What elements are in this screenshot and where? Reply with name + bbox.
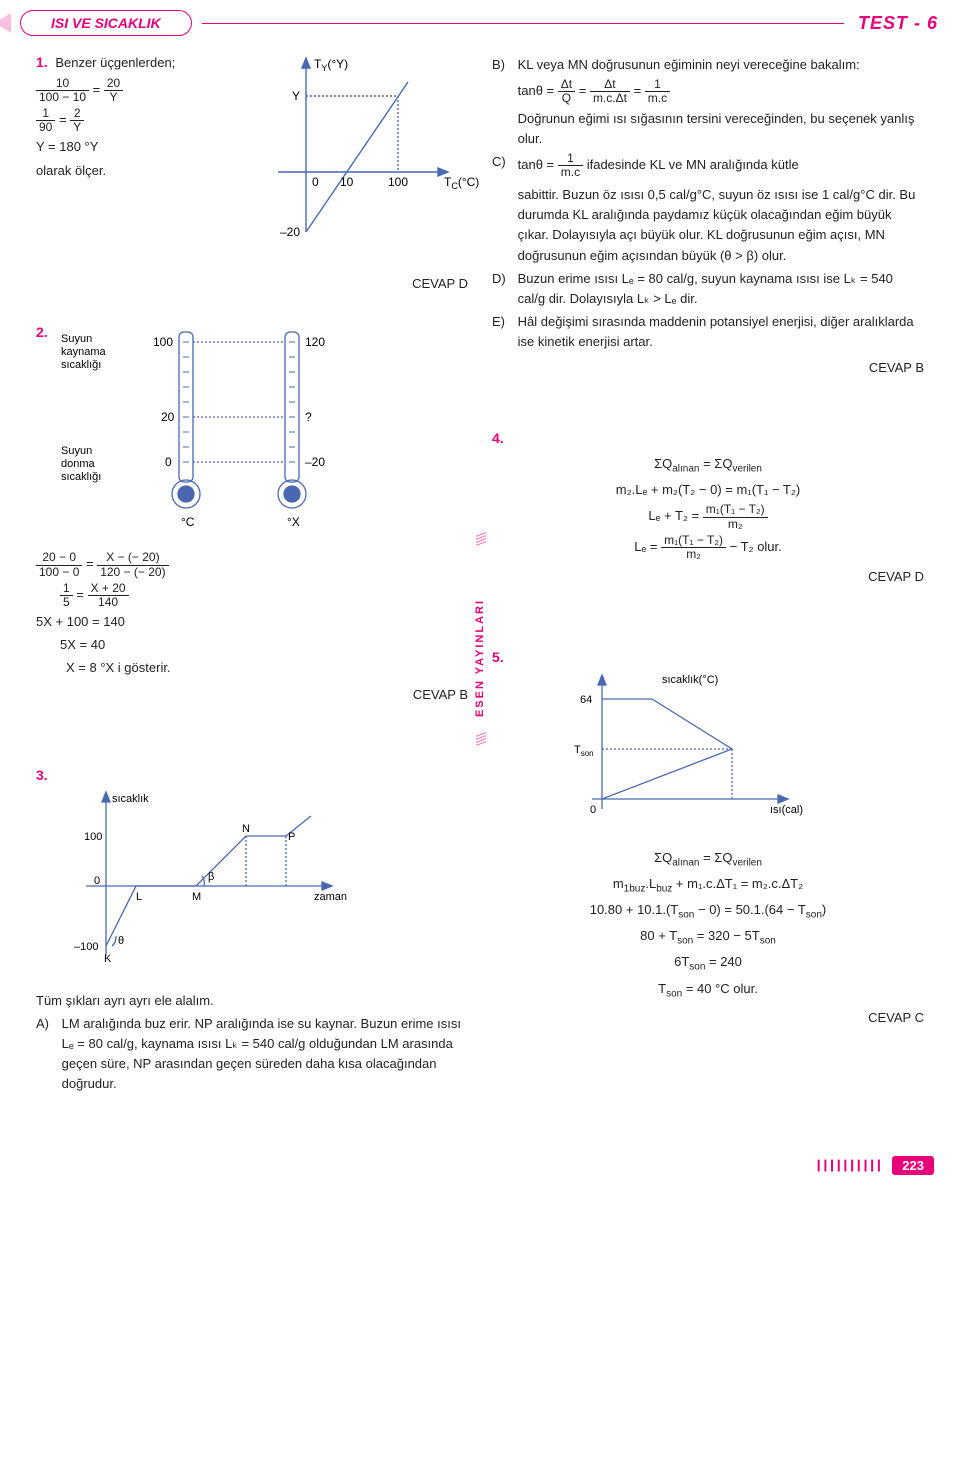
svg-text:TC(°C): TC(°C) xyxy=(444,175,479,191)
q2-answer: CEVAP B xyxy=(36,685,468,705)
svg-text:120: 120 xyxy=(305,335,325,349)
q3-optD: Buzun erime ısısı Lₑ = 80 cal/g, suyun k… xyxy=(518,269,924,309)
svg-text:P: P xyxy=(288,831,295,843)
svg-text:°X: °X xyxy=(287,515,300,529)
question-2: 2. xyxy=(36,322,468,704)
svg-text:K: K xyxy=(104,953,112,965)
q1-answer: CEVAP D xyxy=(36,274,468,294)
question-5: 5. sıcaklık(°C) ısı(cal) 64 Tso xyxy=(492,647,924,1028)
q5-l4: 80 + Tson = 320 − 5Tson xyxy=(492,926,924,949)
svg-text:0: 0 xyxy=(94,875,100,887)
q2-thermo-figure: 100 120 20 ? 0 –20 °C °X Suyunkaynamasıc… xyxy=(55,322,375,548)
q5-l2: m1buz.Lbuz + m₁.c.ΔT₁ = m₂.c.ΔT₂ xyxy=(492,874,924,897)
q4-l1: ΣQalınan = ΣQverilen xyxy=(492,454,924,477)
svg-text:100: 100 xyxy=(153,335,173,349)
svg-text:100: 100 xyxy=(388,175,408,189)
question-3: 3. sıcakl xyxy=(36,765,468,1095)
page-number: 223 xyxy=(892,1156,934,1175)
q3-number: 3. xyxy=(36,767,48,783)
q4-l3: Lₑ + T₂ = m₁(T₁ − T₂)m₂ xyxy=(492,503,924,530)
q3-optE: Hâl değişimi sırasında maddenin potansiy… xyxy=(518,312,924,352)
svg-text:0: 0 xyxy=(590,804,596,816)
q3-lead: Tüm şıkları ayrı ayrı ele alalım. xyxy=(36,991,468,1011)
svg-text:Suyundonmasıcaklığı: Suyundonmasıcaklığı xyxy=(61,445,101,483)
svg-text:β: β xyxy=(208,871,214,883)
svg-text:Tson: Tson xyxy=(574,744,594,758)
svg-text:sıcaklık(°C): sıcaklık(°C) xyxy=(662,674,718,686)
q1-tail: olarak ölçer. xyxy=(36,161,258,181)
footer-deco-icon: ▎▎▎▎▎▎▎▎▎▎ xyxy=(818,1161,885,1172)
page-footer: ▎▎▎▎▎▎▎▎▎▎ 223 xyxy=(0,1152,960,1191)
svg-text:100: 100 xyxy=(84,831,102,843)
svg-text:TY(°Y): TY(°Y) xyxy=(314,57,348,73)
q1-chart: TY(°Y) TC(°C) Y 0 10 100 –20 xyxy=(268,52,468,268)
q4-number: 4. xyxy=(492,430,504,446)
q4-answer: CEVAP D xyxy=(492,567,924,587)
svg-text:64: 64 xyxy=(580,694,592,706)
svg-text:Suyunkaynamasıcaklığı: Suyunkaynamasıcaklığı xyxy=(61,333,107,371)
svg-text:?: ? xyxy=(305,410,312,424)
q1-line3: Y = 180 °Y xyxy=(36,137,258,157)
q5-l5: 6Tson = 240 xyxy=(492,952,924,975)
svg-text:θ: θ xyxy=(118,935,124,947)
q2-number: 2. xyxy=(36,324,48,340)
svg-text:0: 0 xyxy=(165,455,172,469)
q3-optC: tanθ = 1m.c ifadesinde KL ve MN aralığın… xyxy=(518,152,924,266)
svg-text:20: 20 xyxy=(161,410,175,424)
svg-text:–100: –100 xyxy=(74,941,98,953)
svg-text:M: M xyxy=(192,891,201,903)
svg-text:ısı(cal): ısı(cal) xyxy=(770,804,803,816)
q5-answer: CEVAP C xyxy=(492,1008,924,1028)
svg-text:sıcaklık: sıcaklık xyxy=(112,793,149,805)
chapter-title: ISI VE SICAKLIK xyxy=(20,10,192,36)
q3-answer: CEVAP B xyxy=(492,358,924,378)
q1-lead: Benzer üçgenlerden; xyxy=(55,55,175,70)
q4-l2: m₂.Lₑ + m₂(T₂ − 0) = m₁(T₁ − T₂) xyxy=(492,480,924,500)
publisher-label: ESEN YAYINLARI xyxy=(474,599,486,717)
svg-text:°C: °C xyxy=(181,515,195,529)
q5-l3: 10.80 + 10.1.(Tson − 0) = 50.1.(64 − Tso… xyxy=(492,900,924,923)
q5-l1: ΣQalınan = ΣQverilen xyxy=(492,848,924,871)
q3-chart: sıcaklık zaman 100 0 –100 K L M N P β θ xyxy=(56,786,468,982)
test-label: TEST - 6 xyxy=(858,13,938,34)
svg-text:–20: –20 xyxy=(305,455,325,469)
question-3-continued: B) KL veya MN doğrusunun eğiminin neyi v… xyxy=(492,55,924,378)
svg-text:10: 10 xyxy=(340,175,354,189)
q5-chart: sıcaklık(°C) ısı(cal) 64 Tson 0 xyxy=(552,669,924,845)
svg-text:Y: Y xyxy=(292,89,300,103)
page-header: ISI VE SICAKLIK TEST - 6 xyxy=(0,0,960,46)
q5-number: 5. xyxy=(492,649,504,665)
question-1: 1. Benzer üçgenlerden; 10100 − 10 = 20Y … xyxy=(36,52,468,294)
q3-optB1: KL veya MN doğrusunun eğiminin neyi vere… xyxy=(518,55,924,149)
q1-number: 1. xyxy=(36,54,48,70)
svg-text:L: L xyxy=(136,891,142,903)
svg-text:zaman: zaman xyxy=(314,891,347,903)
q4-l4: Lₑ = m₁(T₁ − T₂)m₂ − T₂ olur. xyxy=(492,534,924,561)
q3-optA: LM aralığında buz erir. NP aralığında is… xyxy=(62,1014,468,1095)
q5-l6: Tson = 40 °C olur. xyxy=(492,979,924,1002)
svg-text:0: 0 xyxy=(312,175,319,189)
question-4: 4. ΣQalınan = ΣQverilen m₂.Lₑ + m₂(T₂ − … xyxy=(492,428,924,587)
svg-text:–20: –20 xyxy=(280,225,300,239)
header-divider xyxy=(202,23,844,24)
svg-text:N: N xyxy=(242,823,250,835)
